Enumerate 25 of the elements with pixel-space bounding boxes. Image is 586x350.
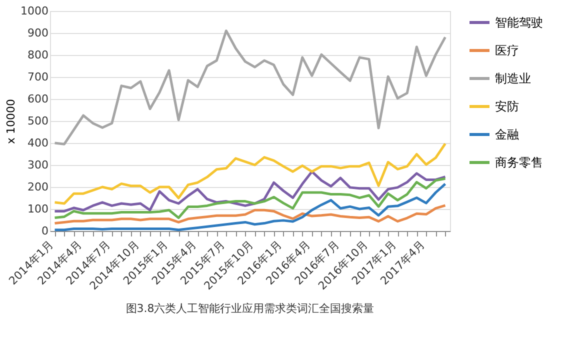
y-tick-label: 600 — [28, 92, 48, 106]
y-tick-label: 1000 — [20, 4, 48, 18]
line-series — [54, 30, 446, 146]
caption: 图3.8六类人工智能行业应用需求类词汇全国搜索量 — [126, 302, 374, 316]
legend-label: 医疗 — [495, 44, 519, 58]
y-tick-label: 700 — [28, 70, 48, 84]
legend-label: 安防 — [495, 100, 519, 114]
legend-label: 制造业 — [495, 72, 531, 86]
legend-label: 商务零售 — [495, 156, 543, 170]
line-series — [54, 142, 446, 205]
line-series — [54, 170, 446, 212]
y-tick-label: 800 — [28, 48, 48, 62]
line-series — [54, 182, 446, 232]
y-axis-title: x 10000 — [4, 99, 18, 144]
line-series — [54, 204, 446, 225]
line-series — [54, 177, 446, 220]
y-tick-label: 0 — [42, 224, 48, 238]
y-tick-label: 900 — [28, 26, 48, 40]
legend-label: 金融 — [495, 128, 519, 142]
legend-label: 智能驾驶 — [495, 16, 543, 30]
y-tick-label: 300 — [28, 158, 48, 172]
y-tick-label: 100 — [28, 202, 48, 216]
y-tick-label: 400 — [28, 136, 48, 150]
y-tick-label: 200 — [28, 180, 48, 194]
y-tick-label: 500 — [28, 114, 48, 128]
